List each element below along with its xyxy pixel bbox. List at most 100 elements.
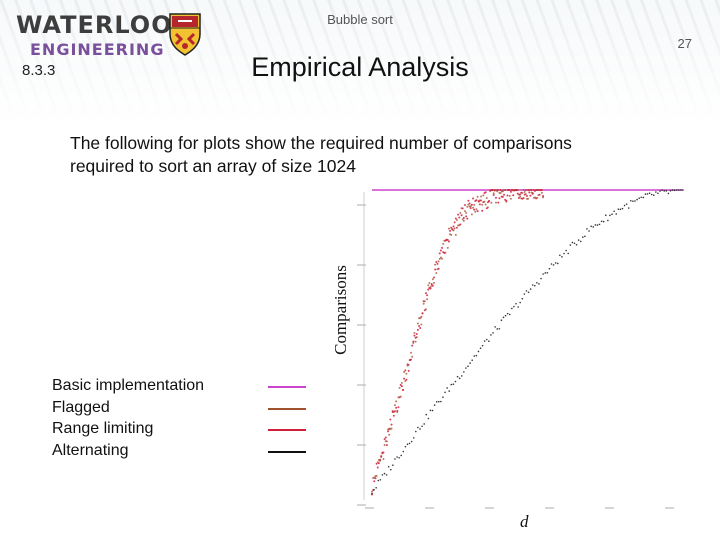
- data-point: [509, 197, 512, 200]
- data-point: [592, 226, 595, 228]
- data-point: [403, 377, 406, 380]
- data-point: [423, 309, 426, 312]
- legend-swatch: [268, 429, 306, 431]
- data-point: [380, 455, 383, 458]
- data-point: [375, 474, 378, 477]
- data-point: [497, 201, 500, 204]
- data-point: [385, 444, 388, 447]
- data-point: [598, 223, 601, 226]
- data-point: [481, 209, 484, 212]
- data-point: [477, 200, 480, 203]
- data-point: [573, 242, 576, 245]
- data-point: [397, 406, 400, 409]
- data-point: [431, 278, 434, 281]
- data-point: [496, 189, 499, 191]
- data-point: [413, 331, 416, 334]
- data-point: [450, 383, 453, 386]
- data-point: [388, 433, 391, 436]
- data-point: [448, 390, 451, 392]
- data-point: [465, 367, 467, 369]
- data-point: [374, 477, 377, 480]
- intro-line-1: The following for plots show the require…: [70, 133, 572, 153]
- data-point: [512, 194, 515, 197]
- data-point: [623, 204, 626, 207]
- data-point: [431, 284, 434, 287]
- data-point: [680, 189, 682, 191]
- data-point: [424, 292, 427, 295]
- logo-wordmark: WATERLOO: [16, 11, 173, 39]
- data-point: [473, 203, 476, 206]
- data-point: [398, 386, 401, 389]
- data-point: [403, 370, 406, 373]
- data-point: [398, 456, 400, 459]
- data-point: [501, 195, 504, 198]
- data-point: [516, 192, 519, 195]
- data-point: [596, 224, 599, 226]
- legend-swatch: [268, 450, 306, 453]
- data-point: [563, 252, 565, 255]
- data-point: [383, 472, 386, 475]
- data-point: [392, 414, 395, 417]
- data-point: [675, 189, 678, 191]
- data-point: [498, 327, 501, 330]
- data-point: [465, 215, 468, 218]
- data-point: [395, 400, 398, 403]
- data-point: [410, 358, 413, 361]
- data-point: [617, 208, 620, 210]
- intro-line-2: required to sort an array of size 1024: [70, 156, 356, 176]
- data-point: [529, 194, 532, 197]
- data-point: [373, 480, 376, 483]
- data-point: [402, 389, 404, 392]
- data-point: [379, 458, 382, 461]
- data-point: [527, 189, 530, 191]
- data-point: [657, 192, 659, 195]
- data-point: [435, 260, 438, 263]
- data-point: [508, 194, 511, 197]
- data-point: [586, 228, 588, 230]
- data-point: [456, 375, 459, 378]
- data-point: [492, 332, 494, 334]
- data-point: [646, 193, 649, 195]
- data-point: [422, 302, 425, 305]
- data-point: [503, 193, 506, 196]
- data-point: [441, 257, 444, 260]
- data-point: [602, 220, 605, 223]
- data-point: [469, 205, 472, 208]
- data-point: [542, 273, 544, 275]
- legend-item-alternating: Alternating: [52, 442, 312, 464]
- data-point: [504, 314, 507, 317]
- data-point: [414, 336, 417, 339]
- data-point: [480, 199, 483, 202]
- data-point: [415, 430, 417, 433]
- data-point: [536, 281, 538, 284]
- legend-label: Basic implementation: [52, 377, 205, 394]
- data-point: [455, 218, 458, 221]
- data-point: [537, 189, 540, 191]
- data-point: [416, 322, 419, 325]
- data-point: [442, 396, 444, 398]
- data-point: [451, 228, 454, 231]
- data-point: [484, 191, 487, 194]
- data-point: [412, 342, 415, 345]
- data-point: [446, 246, 449, 249]
- data-point: [477, 350, 480, 353]
- data-point: [559, 254, 561, 257]
- data-point: [382, 451, 385, 454]
- data-point: [463, 203, 466, 206]
- data-point: [678, 189, 680, 191]
- data-point: [494, 196, 497, 199]
- data-point: [538, 283, 540, 285]
- data-point: [400, 381, 403, 384]
- data-point: [412, 340, 415, 343]
- data-point: [515, 302, 517, 305]
- data-point: [459, 223, 462, 226]
- data-point: [404, 369, 407, 372]
- data-point: [371, 490, 373, 493]
- data-point: [420, 315, 423, 318]
- data-point: [419, 327, 422, 330]
- data-point: [499, 189, 502, 191]
- data-point: [468, 202, 471, 205]
- data-point: [490, 201, 493, 204]
- data-point: [415, 332, 418, 335]
